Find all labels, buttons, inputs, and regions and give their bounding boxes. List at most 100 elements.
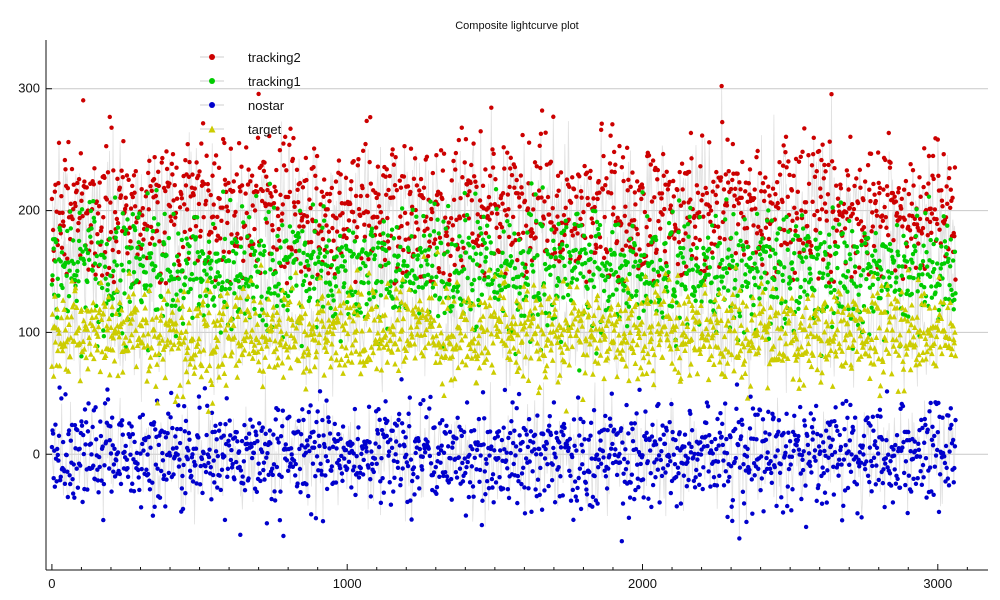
data-point-tracking1: [664, 263, 669, 269]
data-point-tracking1: [275, 293, 281, 298]
data-point-tracking1: [72, 277, 78, 283]
data-point-nostar: [724, 450, 730, 456]
data-point-tracking2: [703, 185, 708, 191]
data-point-tracking2: [376, 192, 381, 197]
data-point-nostar: [306, 409, 312, 415]
data-point-nostar: [137, 487, 142, 493]
data-point-nostar: [408, 457, 414, 462]
data-point-tracking1: [161, 241, 167, 247]
data-point-tracking1: [372, 253, 378, 258]
data-point-tracking2: [623, 204, 628, 209]
data-point-tracking1: [893, 288, 898, 293]
data-point-nostar: [761, 509, 766, 514]
data-point-nostar: [568, 498, 574, 503]
data-point-target: [214, 317, 221, 324]
data-point-nostar: [108, 451, 114, 456]
data-point-tracking1: [236, 278, 241, 284]
data-point-tracking2: [94, 199, 99, 204]
data-point-tracking1: [441, 219, 446, 224]
data-point-tracking2: [730, 177, 735, 183]
data-point-nostar: [675, 465, 681, 470]
data-point-nostar: [668, 459, 673, 464]
data-point-tracking1: [772, 277, 777, 283]
data-point-tracking1: [463, 250, 469, 255]
data-point-target: [157, 317, 164, 323]
data-point-nostar: [403, 435, 408, 440]
data-point-nostar: [688, 411, 693, 416]
data-point-nostar: [80, 499, 85, 505]
data-point-tracking2: [114, 216, 120, 222]
data-point-tracking1: [345, 299, 350, 305]
data-point-tracking2: [169, 161, 174, 167]
data-point-nostar: [842, 488, 848, 493]
data-point-tracking2: [730, 141, 736, 147]
data-point-target: [126, 270, 133, 276]
data-point-nostar: [288, 446, 294, 451]
data-point-tracking1: [127, 260, 132, 265]
data-point-tracking2: [264, 174, 269, 179]
data-point-tracking2: [945, 201, 950, 207]
data-point-tracking2: [660, 212, 665, 217]
data-point-tracking1: [949, 287, 954, 293]
data-point-target: [183, 328, 189, 334]
data-point-tracking1: [180, 268, 185, 273]
data-point-tracking1: [551, 263, 557, 269]
data-point-target: [216, 309, 223, 316]
data-point-nostar: [916, 447, 922, 453]
data-point-tracking1: [478, 251, 483, 257]
data-point-tracking1: [483, 254, 489, 260]
data-point-tracking1: [418, 245, 423, 251]
data-point-tracking1: [53, 240, 59, 245]
data-point-tracking2: [235, 231, 240, 237]
data-point-tracking2: [191, 193, 196, 198]
data-point-tracking2: [449, 178, 454, 183]
data-point-tracking1: [55, 276, 61, 281]
data-point-nostar: [386, 449, 392, 454]
data-point-tracking1: [319, 261, 325, 267]
data-point-target: [69, 277, 75, 284]
data-point-nostar: [754, 437, 759, 442]
data-point-tracking2: [870, 224, 876, 229]
data-point-tracking1: [645, 214, 650, 219]
data-point-target: [205, 408, 212, 414]
data-point-tracking2: [796, 159, 802, 164]
data-point-tracking1: [140, 242, 145, 247]
data-point-tracking1: [941, 214, 946, 219]
data-point-tracking2: [825, 192, 831, 197]
data-point-nostar: [598, 461, 604, 466]
data-point-tracking2: [174, 165, 179, 170]
data-point-tracking2: [721, 210, 726, 215]
data-point-nostar: [792, 413, 797, 418]
data-point-nostar: [428, 461, 434, 466]
data-point-tracking1: [877, 258, 882, 263]
data-point-nostar: [101, 517, 106, 523]
data-point-nostar: [153, 462, 159, 467]
data-point-nostar: [138, 451, 143, 456]
data-point-tracking2: [800, 149, 805, 155]
data-point-nostar: [497, 474, 502, 480]
data-point-target: [243, 328, 250, 335]
data-point-tracking2: [514, 177, 519, 183]
data-point-tracking2: [588, 234, 594, 239]
data-point-nostar: [577, 466, 583, 471]
data-point-nostar: [158, 468, 164, 474]
data-point-tracking1: [904, 259, 910, 264]
data-point-nostar: [663, 470, 668, 475]
data-point-nostar: [274, 464, 280, 470]
data-point-nostar: [734, 382, 740, 387]
data-point-tracking2: [851, 206, 857, 212]
data-point-nostar: [772, 464, 777, 470]
data-point-nostar: [681, 473, 687, 478]
data-point-nostar: [278, 434, 284, 439]
data-point-tracking1: [470, 287, 475, 293]
data-point-tracking1: [434, 274, 439, 280]
data-point-nostar: [57, 385, 62, 390]
data-point-nostar: [575, 485, 580, 491]
data-point-tracking1: [717, 240, 723, 246]
data-point-target: [147, 363, 153, 369]
data-point-nostar: [389, 445, 395, 451]
data-point-tracking2: [882, 204, 887, 210]
data-point-nostar: [686, 441, 692, 446]
data-point-tracking1: [568, 253, 573, 259]
data-point-tracking2: [366, 223, 372, 228]
